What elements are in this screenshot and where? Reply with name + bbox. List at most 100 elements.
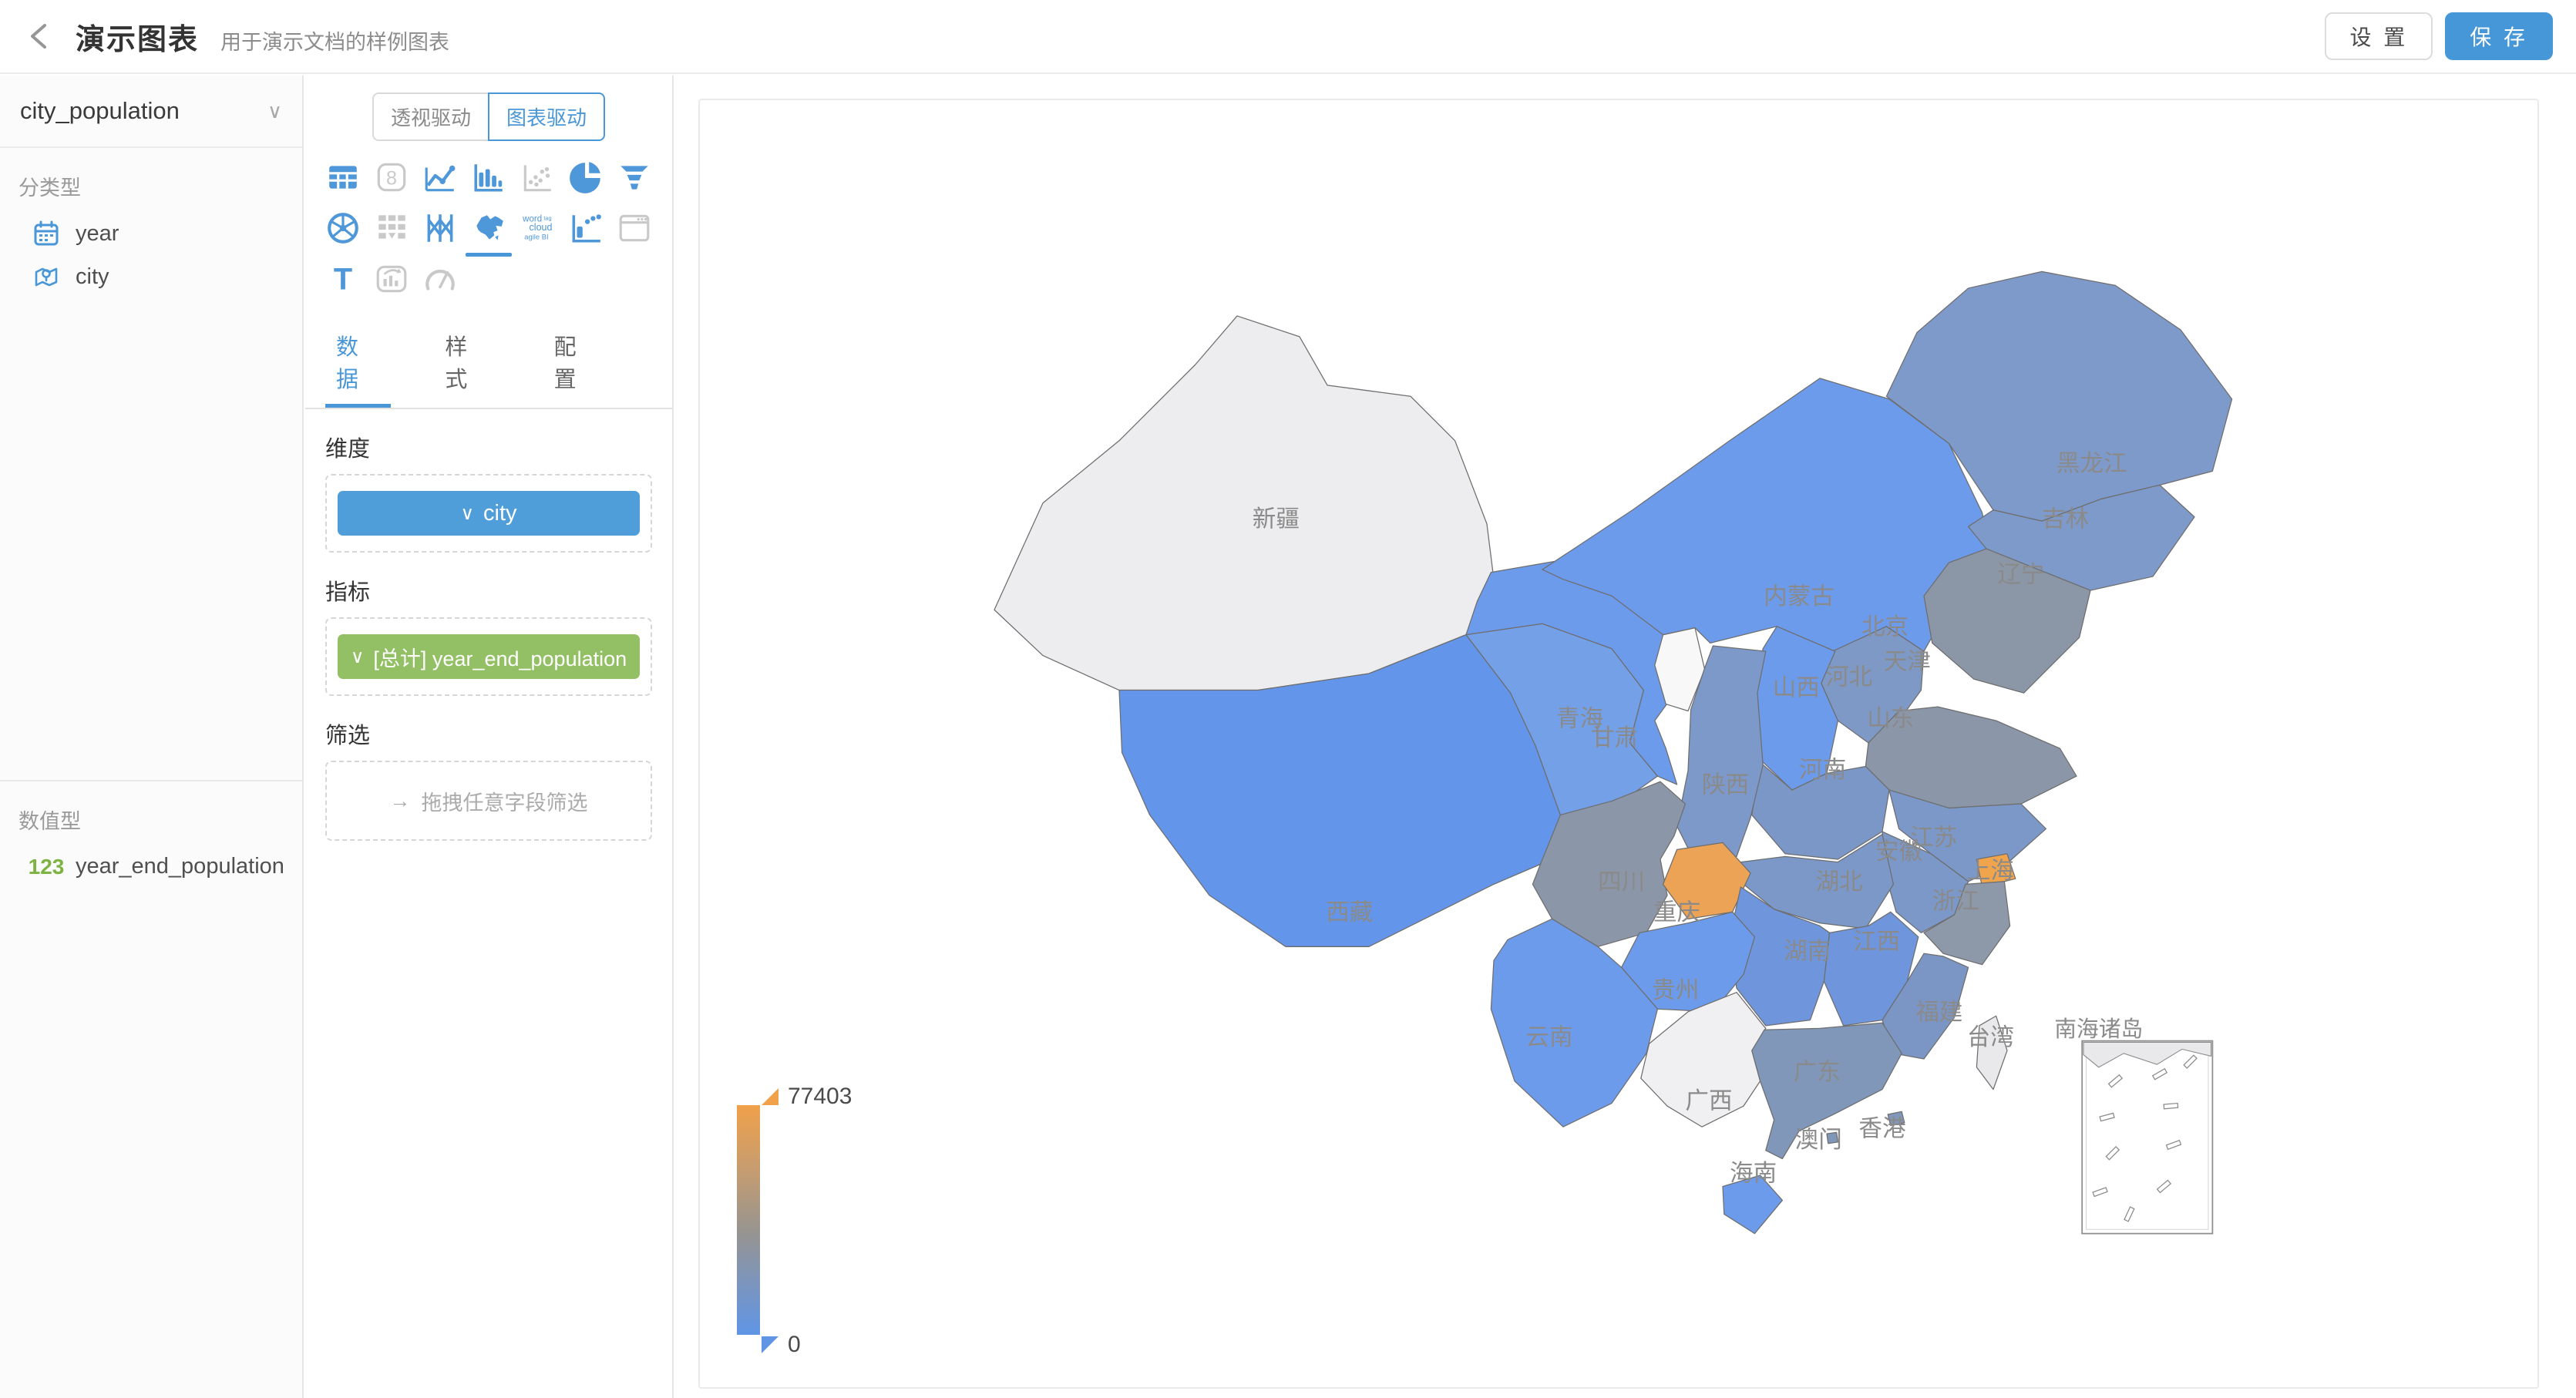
svg-text:agile BI: agile BI <box>524 233 548 241</box>
province-hongkong[interactable] <box>1887 1111 1905 1126</box>
province-yunnan[interactable] <box>1490 918 1659 1127</box>
numeric-section-label: 数值型 <box>18 810 81 833</box>
province-tibet[interactable] <box>1118 633 1562 947</box>
mode-chart-driven[interactable]: 图表驱动 <box>488 92 606 141</box>
chart-type-progress[interactable] <box>561 203 610 254</box>
tab-data[interactable]: 数据 <box>325 317 392 408</box>
legend-gradient-bar[interactable] <box>737 1105 760 1335</box>
chart-type-map[interactable] <box>465 203 513 257</box>
tab-style[interactable]: 样式 <box>445 335 468 392</box>
province-henan[interactable] <box>1751 761 1890 860</box>
province-label-guizhou: 贵州 <box>1652 977 1699 1003</box>
province-label-taiwan: 台湾 <box>1967 1024 2014 1050</box>
province-label-jiangxi: 江西 <box>1853 929 1900 955</box>
province-macau[interactable] <box>1826 1131 1839 1144</box>
field-year-end-population[interactable]: 123 year_end_population <box>0 845 302 888</box>
chart-canvas: 南海诸岛 新疆 西藏 青海 甘肃 内蒙古 黑龙江 吉林 辽宁 北京 天津 河北 山西 山东 河南 陕西 江苏 安徽… <box>698 99 2539 1389</box>
back-button[interactable] <box>23 19 57 53</box>
chart-type-table[interactable] <box>319 152 368 203</box>
measure-label: 指标 <box>325 580 371 605</box>
province-shanghai[interactable] <box>1976 853 2016 888</box>
measure-pill-year-end-population[interactable]: ∨ [总计] year_end_population <box>338 634 640 679</box>
rose-icon <box>328 213 359 244</box>
chart-type-wordcloud[interactable]: word tag cloud agile BI <box>513 203 561 254</box>
numeric-123-icon: 123 <box>28 854 65 879</box>
filter-label: 筛选 <box>325 724 371 748</box>
legend-min-marker <box>762 1336 779 1353</box>
chevron-down-icon: ∨ <box>350 646 365 667</box>
chart-type-bar[interactable] <box>465 152 513 203</box>
province-label-hubei: 湖北 <box>1816 869 1863 896</box>
funnel-icon <box>620 166 648 190</box>
dataset-selector[interactable]: city_population ∨ <box>0 76 302 148</box>
config-tabs: 数据 样式 配置 <box>305 317 672 409</box>
chevron-down-icon: ∨ <box>267 99 282 123</box>
province-zhejiang[interactable] <box>1923 881 2011 966</box>
svg-text:cloud: cloud <box>529 222 552 233</box>
parallel-icon <box>427 214 453 242</box>
save-button[interactable]: 保 存 <box>2445 12 2553 60</box>
province-fujian[interactable] <box>1882 953 1969 1060</box>
chart-config-panel: 透视驱动 图表驱动 8 word tag cloud agile BI T 数据 样式 配… <box>305 76 674 1398</box>
mode-pivot-driven[interactable]: 透视驱动 <box>372 92 489 141</box>
chevron-left-icon <box>31 24 46 49</box>
province-label-gansu: 甘肃 <box>1591 725 1638 751</box>
province-liaoning[interactable] <box>1923 548 2091 694</box>
header: 演示图表 用于演示文档的样例图表 设 置 保 存 <box>0 0 2576 74</box>
dataset-name: city_population <box>20 97 180 124</box>
chart-type-parallel[interactable] <box>416 203 465 254</box>
province-label-hebei: 河北 <box>1825 664 1872 690</box>
chart-type-line[interactable] <box>416 152 465 203</box>
province-label-shanghai: 上海 <box>1967 858 2014 884</box>
dimension-pill-city[interactable]: ∨ city <box>338 491 640 536</box>
frame-icon <box>619 214 649 242</box>
chart-type-number[interactable]: 8 <box>368 152 416 203</box>
gauge-icon <box>425 269 455 291</box>
field-city[interactable]: city <box>0 255 302 298</box>
province-label-shanxi: 山西 <box>1773 675 1820 701</box>
province-label-hunan: 湖南 <box>1784 939 1831 965</box>
chart-type-chart-image[interactable] <box>368 254 416 304</box>
settings-button[interactable]: 设 置 <box>2325 12 2433 60</box>
chart-type-text[interactable]: T <box>319 254 368 304</box>
province-label-yunnan: 云南 <box>1525 1024 1572 1050</box>
province-label-sichuan: 四川 <box>1598 869 1645 896</box>
svg-text:word: word <box>522 215 542 224</box>
tab-config[interactable]: 配置 <box>553 335 577 392</box>
province-taiwan[interactable] <box>1976 1015 2008 1091</box>
province-label-jiangsu: 江苏 <box>1910 825 1957 851</box>
numeric-fields-section: 数值型 123 year_end_population <box>0 780 302 888</box>
chart-type-frame[interactable] <box>610 203 658 254</box>
south-sea-inset <box>2081 1040 2214 1235</box>
province-label-qinghai: 青海 <box>1556 705 1603 731</box>
province-xinjiang[interactable] <box>994 315 1495 691</box>
province-label-zhejiang: 浙江 <box>1932 889 1979 915</box>
province-label-shaanxi: 陕西 <box>1702 772 1749 798</box>
province-label-liaoning: 辽宁 <box>1997 561 2044 587</box>
category-section-label: 分类型 <box>18 176 81 200</box>
province-label-hainan: 海南 <box>1730 1160 1777 1186</box>
chart-type-pie[interactable] <box>561 152 610 203</box>
page-subtitle: 用于演示文档的样例图表 <box>220 30 450 54</box>
chart-type-funnel[interactable] <box>610 152 658 203</box>
chart-type-scatter[interactable] <box>513 152 561 203</box>
filter-dropzone[interactable]: → 拖拽任意字段筛选 <box>325 761 652 841</box>
dimension-dropzone[interactable]: ∨ city <box>325 474 652 553</box>
measure-dropzone[interactable]: ∨ [总计] year_end_population <box>325 617 652 696</box>
chart-type-crosstab[interactable] <box>368 203 416 254</box>
province-hainan[interactable] <box>1722 1175 1784 1235</box>
province-label-chongqing: 重庆 <box>1653 899 1700 926</box>
text-icon: T <box>334 263 352 297</box>
field-year[interactable]: year <box>0 212 302 255</box>
chart-type-gauge[interactable] <box>416 254 465 304</box>
map-pin-icon <box>31 264 62 290</box>
pie-icon <box>569 162 600 193</box>
chart-type-rose[interactable] <box>319 203 368 254</box>
province-label-guangxi: 广西 <box>1685 1088 1732 1114</box>
province-guangdong[interactable] <box>1751 1022 1902 1160</box>
province-label-xinjiang: 新疆 <box>1253 506 1300 532</box>
calendar-icon <box>31 220 62 247</box>
